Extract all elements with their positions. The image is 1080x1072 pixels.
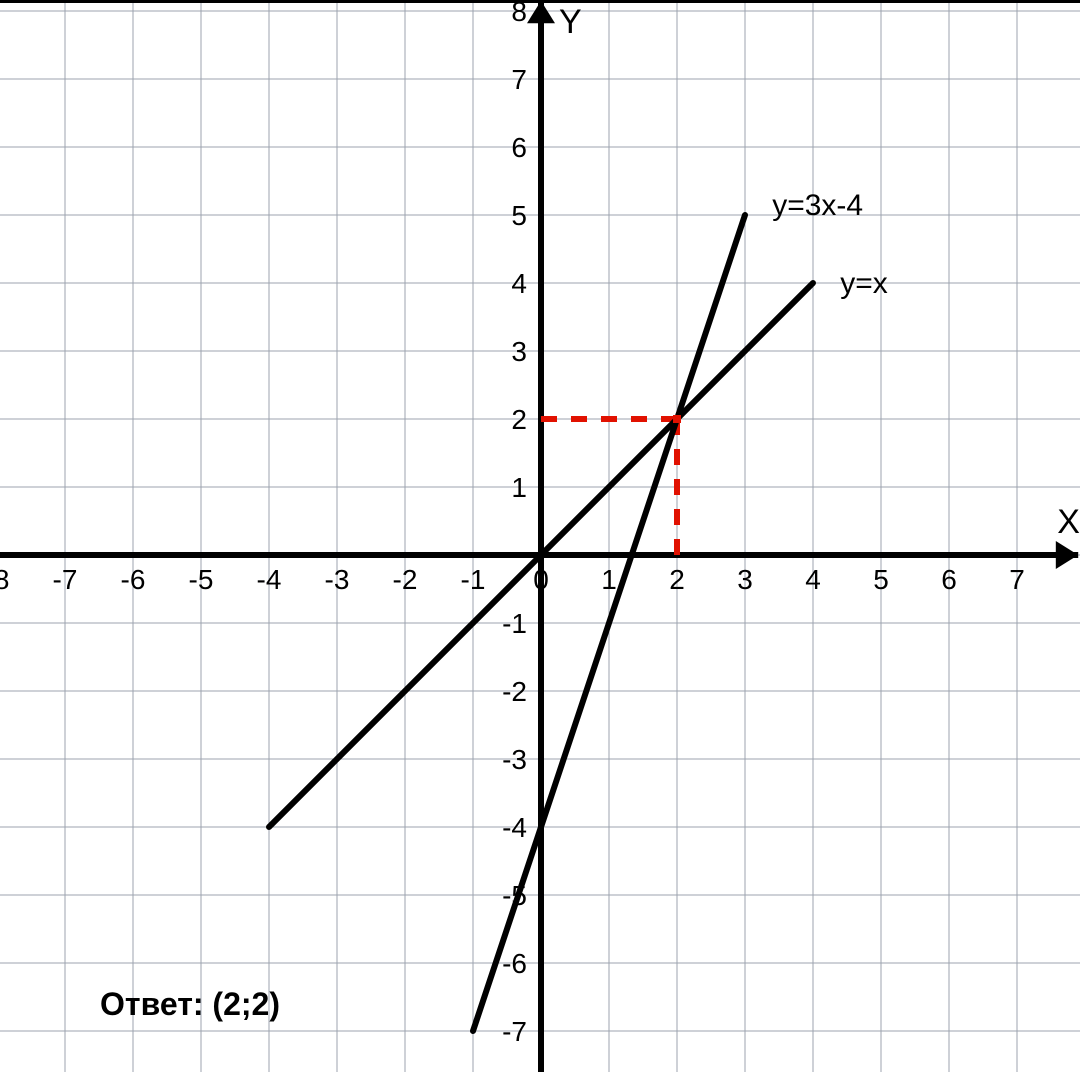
x-axis-label: X	[1057, 503, 1080, 541]
svg-text:7: 7	[511, 64, 527, 95]
y-axis-label: Y	[559, 3, 582, 41]
svg-text:-1: -1	[502, 608, 527, 639]
svg-text:-8: -8	[0, 564, 9, 595]
svg-text:0: 0	[533, 564, 549, 595]
svg-text:-5: -5	[189, 564, 214, 595]
answer-text: Ответ: (2;2)	[100, 986, 280, 1022]
svg-text:-4: -4	[257, 564, 282, 595]
svg-text:2: 2	[511, 404, 527, 435]
svg-text:-2: -2	[393, 564, 418, 595]
svg-text:-3: -3	[502, 744, 527, 775]
svg-text:2: 2	[669, 564, 685, 595]
svg-text:-7: -7	[53, 564, 78, 595]
svg-text:-6: -6	[502, 948, 527, 979]
svg-text:1: 1	[601, 564, 617, 595]
svg-text:-4: -4	[502, 812, 527, 843]
svg-text:-7: -7	[502, 1016, 527, 1047]
svg-text:-6: -6	[121, 564, 146, 595]
svg-text:8: 8	[511, 0, 527, 27]
svg-text:3: 3	[511, 336, 527, 367]
svg-text:3: 3	[737, 564, 753, 595]
svg-text:-3: -3	[325, 564, 350, 595]
svg-text:-2: -2	[502, 676, 527, 707]
svg-text:5: 5	[873, 564, 889, 595]
svg-text:1: 1	[511, 472, 527, 503]
line-chart: XY-8-7-6-5-4-3-2-101234567-7-6-5-4-3-2-1…	[0, 0, 1080, 1072]
svg-text:5: 5	[511, 200, 527, 231]
svg-text:4: 4	[805, 564, 821, 595]
svg-text:-1: -1	[461, 564, 486, 595]
series-label: y=3x-4	[772, 189, 863, 222]
svg-text:6: 6	[941, 564, 957, 595]
svg-text:7: 7	[1009, 564, 1025, 595]
series-label: y=x	[840, 267, 888, 300]
svg-text:4: 4	[511, 268, 527, 299]
intersection-point	[673, 415, 681, 423]
svg-text:6: 6	[511, 132, 527, 163]
